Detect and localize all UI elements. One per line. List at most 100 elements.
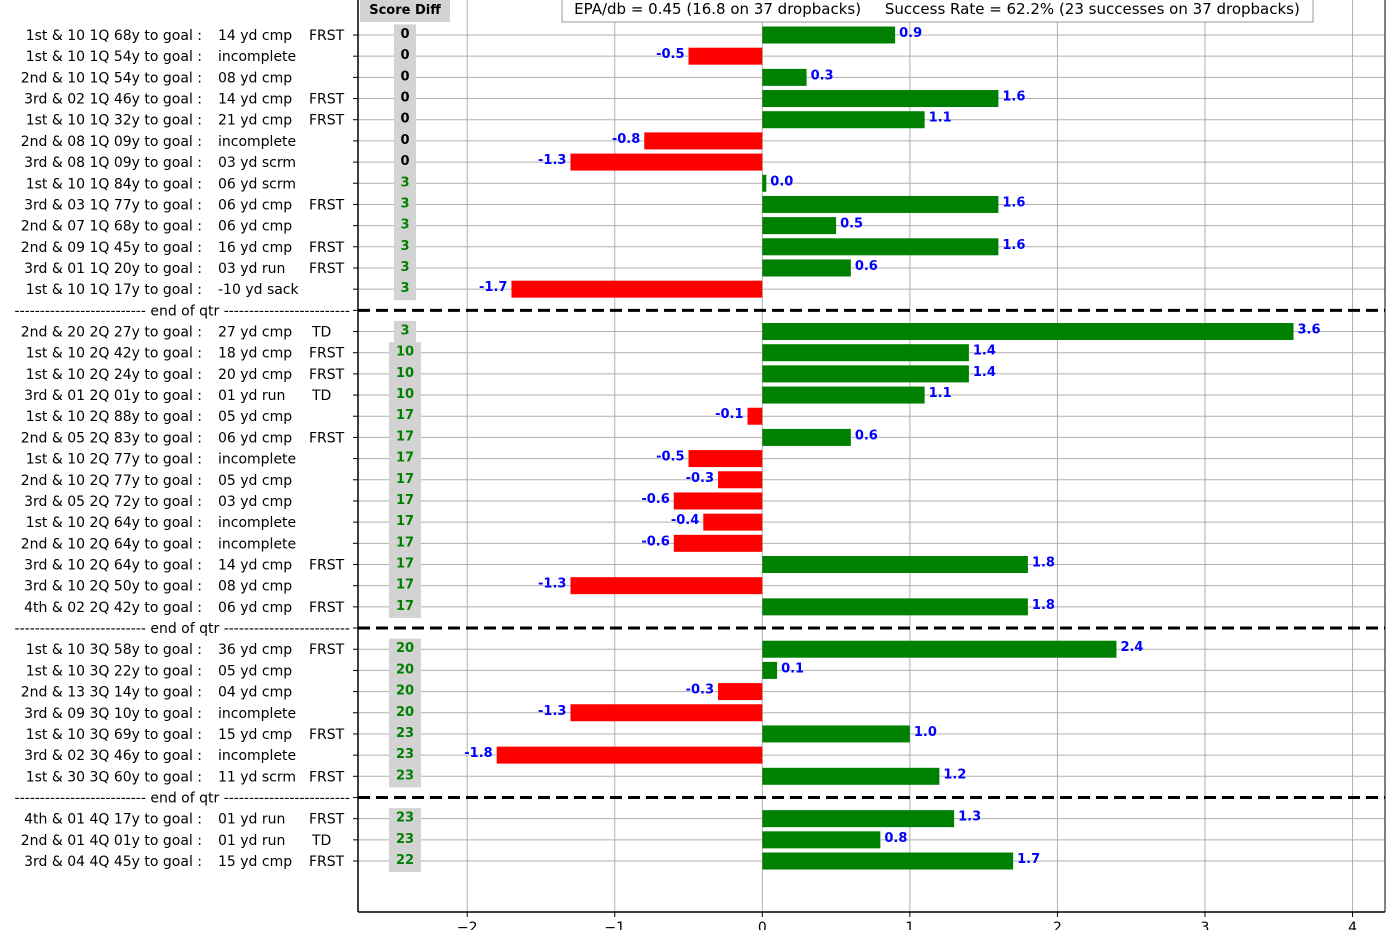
play-result: 01 yd run <box>218 388 285 404</box>
epa-value-label: 0.3 <box>811 68 834 83</box>
score-diff-value: 23 <box>396 811 414 826</box>
score-diff-value: 20 <box>396 662 414 677</box>
epa-value-label: 1.3 <box>958 810 981 825</box>
play-result: 05 yd cmp <box>218 473 292 489</box>
play-result: 27 yd cmp <box>218 325 292 341</box>
play-flag: FRST <box>309 558 345 574</box>
separator-label: -------------------------- end of qtr --… <box>15 790 350 806</box>
epa-bar <box>762 26 896 44</box>
score-cell-bg <box>389 702 421 724</box>
play-situation: 3rd & 04 4Q 45y to goal : <box>24 854 202 870</box>
score-diff-value: 0 <box>400 69 409 84</box>
epa-value-label: 0.6 <box>855 428 878 443</box>
play-flag: TD <box>311 388 331 404</box>
play-result: 16 yd cmp <box>218 240 292 256</box>
epa-bar <box>762 725 910 743</box>
play-flag: FRST <box>309 261 345 277</box>
score-diff-value: 20 <box>396 705 414 720</box>
epa-value-label: 1.8 <box>1032 556 1055 571</box>
score-cell-bg <box>394 278 416 301</box>
epa-bar <box>762 640 1117 658</box>
score-diff-value: 20 <box>396 684 414 699</box>
play-result: incomplete <box>218 706 296 722</box>
play-situation: 4th & 01 4Q 17y to goal : <box>24 812 202 828</box>
score-diff-value: 23 <box>396 768 414 783</box>
score-diff-value: 23 <box>396 726 414 741</box>
epa-bar <box>718 683 763 701</box>
epa-bar <box>688 450 763 468</box>
play-result: incomplete <box>218 748 296 764</box>
y-tick-labels: 1st & 10 1Q 68y to goal : 14 yd cmp FRST 1s… <box>15 28 350 870</box>
x-tick-label: 2 <box>1053 920 1062 930</box>
epa-bar <box>762 598 1028 616</box>
play-situation: 3rd & 09 3Q 10y to goal : <box>24 706 202 722</box>
play-result: incomplete <box>218 134 296 150</box>
epa-bar <box>718 471 763 489</box>
epa-bar <box>762 556 1028 573</box>
epa-bar <box>703 513 763 531</box>
score-diff-value: 0 <box>400 112 409 127</box>
epa-bar <box>762 365 969 383</box>
play-flag: FRST <box>309 430 345 446</box>
play-situation: 3rd & 01 2Q 01y to goal : <box>24 388 202 404</box>
score-cell-bg <box>394 257 416 280</box>
play-result: 05 yd cmp <box>218 409 292 425</box>
score-cell-bg <box>389 850 421 873</box>
play-situation: 1st & 10 1Q 68y to goal : <box>26 28 202 44</box>
play-situation: 3rd & 05 2Q 72y to goal : <box>24 494 202 510</box>
play-flag: FRST <box>309 854 345 870</box>
epa-bar <box>762 68 807 86</box>
score-cell-bg <box>389 511 421 534</box>
epa-value-label: 0.9 <box>899 26 922 41</box>
play-situation: 2nd & 01 4Q 01y to goal : <box>21 833 202 849</box>
play-result: 21 yd cmp <box>218 113 292 129</box>
epa-bar <box>762 217 837 235</box>
epa-bar <box>762 323 1294 341</box>
epa-value-label: 1.1 <box>929 111 952 126</box>
x-tick-label: 1 <box>905 920 914 930</box>
epa-bar <box>762 386 925 404</box>
play-result: incomplete <box>218 49 296 65</box>
epa-value-label: -0.3 <box>686 683 714 698</box>
score-diff-value: 0 <box>400 48 409 63</box>
epa-value-label: 0.6 <box>855 259 878 274</box>
epa-value-label: 1.6 <box>1002 195 1025 210</box>
epa-value-label: -0.4 <box>671 513 699 528</box>
play-flag: FRST <box>309 113 345 129</box>
epa-value-label: 1.0 <box>914 725 937 740</box>
play-situation: 3rd & 02 3Q 46y to goal : <box>24 748 202 764</box>
score-cell-bg <box>389 532 421 555</box>
play-flag: FRST <box>309 240 345 256</box>
score-header: Score Diff <box>360 0 450 22</box>
play-situation: 2nd & 10 2Q 77y to goal : <box>21 473 202 489</box>
play-flag: TD <box>311 833 331 849</box>
play-situation: 3rd & 10 2Q 64y to goal : <box>24 558 202 574</box>
play-flag: FRST <box>309 28 345 44</box>
play-situation: 1st & 10 3Q 22y to goal : <box>26 663 202 679</box>
x-tick-label: 4 <box>1348 920 1357 930</box>
epa-value-label: -0.6 <box>641 492 669 507</box>
epa-value-label: -0.5 <box>656 47 684 62</box>
separator-label: -------------------------- end of qtr --… <box>15 621 350 637</box>
epa-value-label: 1.4 <box>973 344 996 359</box>
bars: 0.9 -0.5 0.3 1.6 1.1 -0.8 -1.3 0.0 1.6 0.5 1.6 0.6 -… <box>464 26 1321 870</box>
play-situation: 2nd & 07 1Q 68y to goal : <box>21 219 202 235</box>
epa-value-label: -1.3 <box>538 153 566 168</box>
epa-bar <box>688 47 763 65</box>
play-situation: 3rd & 08 1Q 09y to goal : <box>24 155 202 171</box>
score-cell-bg <box>394 109 416 131</box>
score-cell-bg <box>394 215 416 237</box>
score-diff-value: 3 <box>400 218 409 233</box>
epa-value-label: 1.4 <box>973 365 996 380</box>
score-diff-value: 23 <box>396 747 414 762</box>
score-cell-bg <box>389 680 421 703</box>
play-result: 06 yd cmp <box>218 219 292 235</box>
epa-bar <box>762 344 969 362</box>
score-diff-value: 3 <box>400 260 409 275</box>
play-flag: FRST <box>309 367 345 383</box>
epa-bar <box>762 259 851 277</box>
play-result: 06 yd cmp <box>218 197 292 213</box>
score-cell-bg <box>389 426 421 449</box>
epa-bar <box>762 831 881 849</box>
play-result: 03 yd scrm <box>218 155 296 171</box>
